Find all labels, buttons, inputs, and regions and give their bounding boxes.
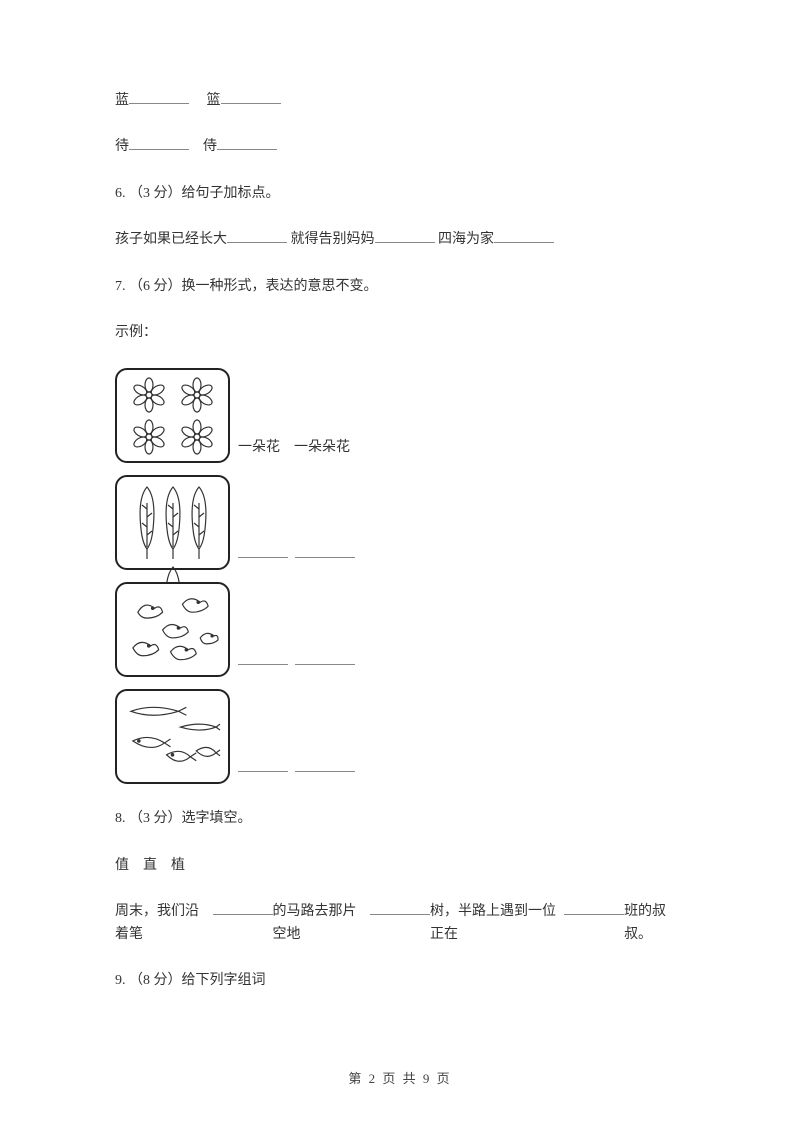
q6-header: 6. （3 分）给句子加标点。 <box>115 183 685 205</box>
fish-icon <box>123 697 222 777</box>
q8-seg4: 班的叔叔。 <box>624 901 685 946</box>
q6-seg2: 就得告别妈妈 <box>291 232 375 247</box>
q5-pair2: 待 侍 <box>115 136 685 158</box>
q9-header: 9. （8 分）给下列字组词 <box>115 970 685 992</box>
q6-seg3: 四海为家 <box>438 232 494 247</box>
q8-header: 8. （3 分）选字填空。 <box>115 808 685 830</box>
flower-icon <box>127 418 171 456</box>
blank[interactable] <box>494 229 554 243</box>
blank[interactable] <box>295 758 355 772</box>
blank[interactable] <box>221 90 281 104</box>
q5-pair1: 蓝 篮 <box>115 90 685 112</box>
blank[interactable] <box>238 651 288 665</box>
flower-box <box>115 368 230 463</box>
blank[interactable] <box>238 758 288 772</box>
blank[interactable] <box>295 651 355 665</box>
blank[interactable] <box>129 136 189 150</box>
flower-icon <box>175 376 219 414</box>
blank[interactable] <box>129 90 189 104</box>
blank[interactable] <box>375 229 435 243</box>
q8-choices: 值 直 植 <box>115 855 685 877</box>
tree-icon <box>135 483 159 561</box>
q8-seg1: 周末，我们沿着笔 <box>115 901 213 946</box>
q7-header: 7. （6 分）换一种形式，表达的意思不变。 <box>115 276 685 298</box>
q5-char2: 篮 <box>207 93 221 108</box>
q5-char4: 侍 <box>203 139 217 154</box>
flower-icon <box>127 376 171 414</box>
q8-sentence: 周末，我们沿着笔 的马路去那片空地 树，半路上遇到一位正在 班的叔叔。 <box>115 901 685 946</box>
blank[interactable] <box>370 901 430 915</box>
q7-example-text: 一朵花 一朵朵花 <box>238 437 350 463</box>
q7-row-example: 一朵花 一朵朵花 <box>115 368 685 463</box>
q8-seg3: 树，半路上遇到一位正在 <box>430 901 564 946</box>
q7-example-label: 示例： <box>115 322 685 344</box>
blanks <box>238 544 355 570</box>
blanks <box>238 651 355 677</box>
q6-sentence: 孩子如果已经长大 就得告别妈妈 四海为家 <box>115 229 685 251</box>
q7-row-birds <box>115 582 685 677</box>
q6-seg1: 孩子如果已经长大 <box>115 232 227 247</box>
tree-icon <box>161 483 185 561</box>
blank[interactable] <box>217 136 277 150</box>
blank[interactable] <box>227 229 287 243</box>
blank[interactable] <box>238 544 288 558</box>
tree-icon <box>187 483 211 561</box>
q7-row-trees <box>115 475 685 570</box>
q5-char3: 待 <box>115 139 129 154</box>
q5-char1: 蓝 <box>115 93 129 108</box>
fish-box <box>115 689 230 784</box>
blank[interactable] <box>295 544 355 558</box>
flower-icon <box>175 418 219 456</box>
q8-seg2: 的马路去那片空地 <box>273 901 371 946</box>
blanks <box>238 758 355 784</box>
blank[interactable] <box>564 901 624 915</box>
page-footer: 第 2 页 共 9 页 <box>0 1069 800 1090</box>
tree-box <box>115 475 230 570</box>
q7-row-fish <box>115 689 685 784</box>
birds-icon <box>123 590 222 670</box>
bird-box <box>115 582 230 677</box>
blank[interactable] <box>213 901 273 915</box>
